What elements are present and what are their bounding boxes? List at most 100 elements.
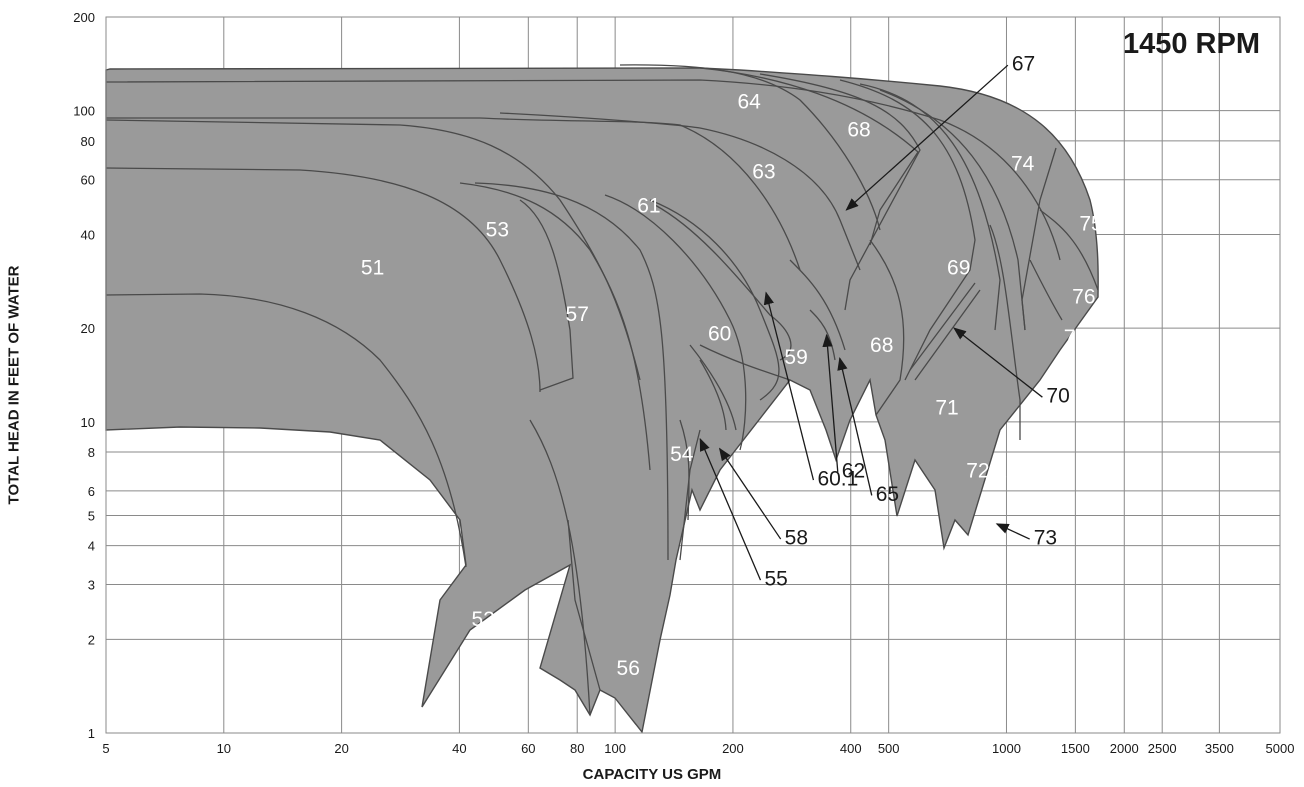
callout-label: 67 — [1012, 53, 1035, 76]
y-tick-labels: 1 2 3 4 5 6 8 10 20 40 60 80 100 200 — [73, 10, 95, 741]
x-tick-label: 5000 — [1266, 741, 1295, 756]
callout-label: 70 — [1046, 385, 1069, 408]
region-boundary — [699, 359, 727, 431]
region-label: 52 — [471, 608, 494, 631]
region-boundary — [604, 194, 747, 451]
callout-leader — [822, 333, 839, 473]
y-tick-label: 80 — [81, 134, 95, 149]
x-tick-label: 400 — [840, 741, 862, 756]
region-label: 76.1 — [1072, 286, 1113, 309]
region-label: 63 — [752, 161, 775, 184]
y-tick-label: 100 — [73, 104, 95, 119]
x-tick-labels: 5 10 20 40 60 80 100 200 400 500 1000 1500 2000 2500 3… — [102, 741, 1294, 756]
region-label: 64 — [737, 90, 761, 113]
y-tick-label: 200 — [73, 10, 95, 25]
region-label: 71 — [935, 397, 958, 420]
region-boundary — [989, 224, 1021, 440]
region-boundary — [789, 259, 846, 351]
region-label: 68 — [847, 119, 870, 142]
region-boundary — [679, 419, 690, 521]
region-boundary — [914, 289, 981, 381]
region-label: 75 — [1079, 212, 1102, 235]
region-label: 59 — [784, 346, 807, 369]
callout-leader — [953, 327, 1043, 398]
region-label: 60 — [708, 323, 731, 346]
y-tick-label: 1 — [88, 726, 95, 741]
region-boundary — [839, 79, 976, 381]
region-label: 77 — [1064, 326, 1087, 349]
y-tick-label: 60 — [81, 173, 95, 188]
region-boundary — [869, 239, 905, 416]
region-boundary — [499, 112, 861, 271]
y-tick-label: 2 — [88, 632, 95, 647]
callout-label: 60.1 — [817, 468, 858, 491]
region-label: 72.1 — [966, 460, 1007, 483]
y-tick-label: 20 — [81, 321, 95, 336]
x-tick-label: 20 — [334, 741, 348, 756]
region-label: 53 — [486, 219, 509, 242]
x-tick-label: 3500 — [1205, 741, 1234, 756]
region-boundary — [105, 167, 541, 393]
callout-leader — [763, 291, 815, 481]
x-tick-label: 80 — [570, 741, 584, 756]
region-label: 68 — [870, 334, 893, 357]
region-boundary — [105, 293, 467, 568]
region-callouts — [699, 64, 1043, 581]
region-boundary — [859, 83, 1001, 331]
y-tick-label: 5 — [88, 509, 95, 524]
x-tick-label: 200 — [722, 741, 744, 756]
region-boundary — [1039, 209, 1099, 291]
x-tick-label: 5 — [102, 741, 109, 756]
region-boundary — [459, 182, 651, 471]
region-label: 56 — [617, 657, 640, 680]
callout-label: 73 — [1034, 527, 1057, 550]
y-tick-label: 4 — [88, 539, 95, 554]
chart-title: 1450 RPM — [1122, 28, 1260, 60]
region-boundary — [689, 344, 737, 431]
callout-leader — [718, 447, 782, 540]
region-labels: 51 52 53 54 55 56 57 58 59 60 60.1 61 62 63 64 65 67 68 68… — [361, 53, 1113, 680]
y-tick-label: 8 — [88, 445, 95, 460]
plot-frame — [105, 16, 1281, 734]
callout-leader — [837, 357, 873, 496]
x-tick-label: 40 — [452, 741, 466, 756]
x-tick-label: 100 — [604, 741, 626, 756]
callout-leader — [995, 523, 1030, 540]
region-boundary — [679, 429, 701, 561]
region-boundary — [567, 519, 601, 691]
region-label: 57 — [566, 303, 589, 326]
region-boundary — [649, 199, 780, 401]
region-boundary — [909, 282, 976, 371]
x-tick-label: 10 — [217, 741, 231, 756]
region-boundary — [519, 199, 574, 391]
y-tick-label: 6 — [88, 484, 95, 499]
x-tick-label: 500 — [878, 741, 900, 756]
x-axis-title: CAPACITY US GPM — [582, 766, 722, 783]
region-boundary — [809, 309, 836, 361]
y-tick-label: 3 — [88, 578, 95, 593]
x-tick-label: 1000 — [992, 741, 1021, 756]
callout-label: 55 — [765, 568, 788, 591]
region-label: 74 — [1011, 152, 1035, 175]
region-boundary — [879, 89, 1026, 331]
region-boundary — [654, 204, 792, 361]
region-boundary — [105, 79, 1061, 261]
region-boundary — [1029, 259, 1063, 321]
region-label: 69 — [947, 256, 970, 279]
callout-leader — [699, 437, 762, 581]
x-tick-label: 1500 — [1061, 741, 1090, 756]
region-boundary — [1021, 147, 1057, 331]
x-tick-label: 2500 — [1148, 741, 1177, 756]
callout-label: 58 — [785, 527, 808, 550]
region-label: 61 — [637, 195, 660, 218]
curve-regions — [105, 64, 1099, 734]
region-boundary — [474, 182, 669, 561]
callout-label: 62 — [842, 460, 865, 483]
region-label: 51 — [361, 256, 384, 279]
y-tick-label: 10 — [81, 415, 95, 430]
region-label: 54 — [670, 443, 694, 466]
region-boundary — [699, 344, 791, 381]
callout-leader — [845, 64, 1009, 211]
callout-label: 65 — [876, 483, 899, 506]
